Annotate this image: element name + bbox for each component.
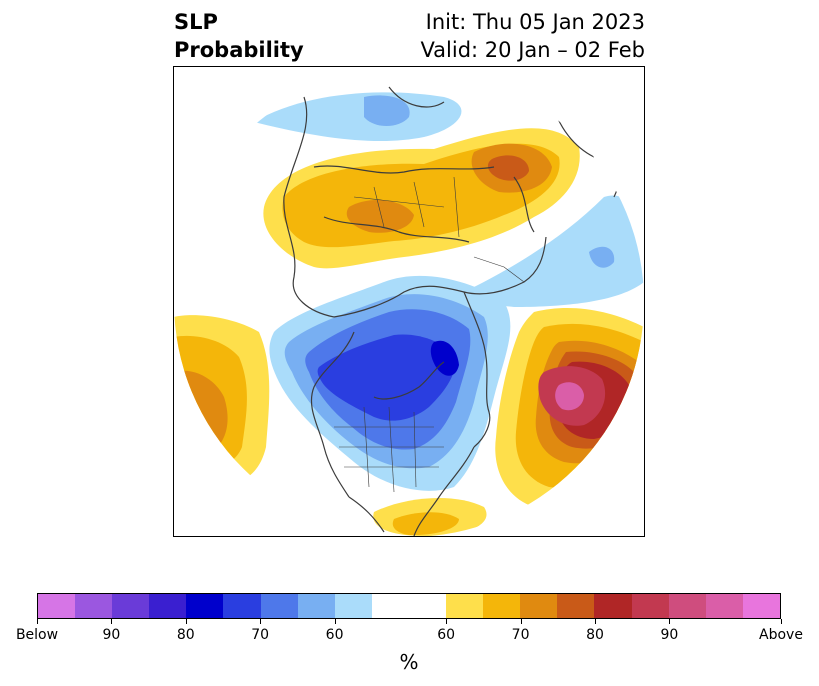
- below-region-north-core: [364, 95, 410, 126]
- colorbar-tick-mark: [446, 619, 447, 624]
- colorbar-tick-label: 60: [437, 627, 456, 643]
- colorbar-tick-label: 70: [511, 627, 530, 643]
- colorbar-tick-label: 80: [176, 627, 195, 643]
- valid-range: Valid: 20 Jan – 02 Feb: [420, 38, 645, 62]
- colorbar-cell: [260, 594, 298, 618]
- colorbar-cell: [112, 594, 150, 618]
- colorbar-cell: [557, 594, 595, 618]
- colorbar-cell: [186, 594, 224, 618]
- above-region-atlantic-peak: [555, 382, 584, 411]
- below-region-atlantic-north-core: [589, 246, 615, 268]
- colorbar-tick-label: Below: [15, 627, 59, 643]
- map-panel: [173, 66, 645, 537]
- colorbar-tick-mark: [595, 619, 596, 624]
- colorbar-tick-label: 80: [586, 627, 604, 643]
- variable-subtitle: Probability: [174, 38, 304, 62]
- colorbar-cell: [223, 594, 261, 618]
- colorbar-tick-mark: [186, 619, 187, 624]
- colorbar-tick-mark: [781, 619, 782, 624]
- variable-title: SLP: [174, 10, 218, 34]
- colorbar-tick-label: 90: [660, 627, 679, 643]
- colorbar-tick-label: 90: [102, 627, 121, 643]
- colorbar-tick-mark: [669, 619, 670, 624]
- colorbar-cell: [520, 594, 558, 618]
- colorbar-tick-mark: [111, 619, 112, 624]
- colorbar: [37, 593, 781, 619]
- above-region-south-core: [392, 512, 459, 536]
- below-region-arctic-core: [317, 334, 456, 421]
- colorbar-tick-mark: [521, 619, 522, 624]
- colorbar-tick-label: 60: [325, 627, 344, 643]
- colorbar-cell: [483, 594, 521, 618]
- colorbar-cell: [297, 594, 335, 618]
- colorbar-cell: [668, 594, 706, 618]
- colorbar-tick-mark: [37, 619, 38, 624]
- colorbar-cell: [75, 594, 113, 618]
- colorbar-unit-label: %: [399, 650, 419, 674]
- title-left: SLP Probability: [174, 8, 304, 64]
- colorbar-cell: [705, 594, 743, 618]
- political-borders: [334, 176, 525, 493]
- colorbar-cell: [446, 594, 484, 618]
- title-right: Init: Thu 05 Jan 2023 Valid: 20 Jan – 02…: [420, 8, 645, 64]
- colorbar-cell: [594, 594, 632, 618]
- colorbar-cell: [334, 594, 372, 618]
- colorbar-tick-mark: [335, 619, 336, 624]
- colorbar-tick-mark: [260, 619, 261, 624]
- colorbar-cell: [38, 594, 76, 618]
- colorbar-cell: [371, 594, 409, 618]
- colorbar-cell: [742, 594, 780, 618]
- colorbar-cell: [149, 594, 187, 618]
- colorbar-cell: [631, 594, 669, 618]
- init-date: Init: Thu 05 Jan 2023: [425, 10, 645, 34]
- colorbar-cell: [408, 594, 447, 618]
- colorbar-tick-label: Above: [759, 627, 803, 643]
- probability-map: [174, 67, 644, 536]
- above-region-eurasia-peak: [487, 155, 529, 181]
- below-region-atlantic-north: [474, 195, 644, 307]
- colorbar-tick-label: 70: [251, 627, 270, 643]
